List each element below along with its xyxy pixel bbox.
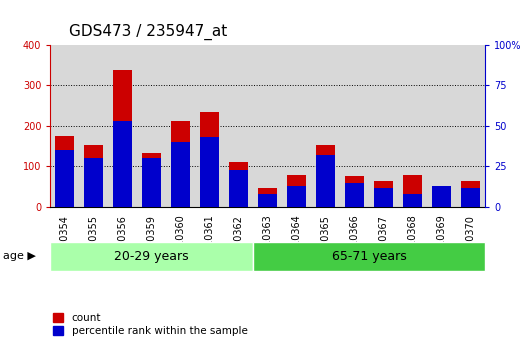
Bar bbox=[316, 155, 335, 207]
Bar bbox=[56, 136, 74, 207]
Bar bbox=[258, 188, 277, 207]
Bar bbox=[345, 176, 364, 207]
Bar bbox=[50, 241, 253, 271]
Bar bbox=[200, 112, 219, 207]
Bar bbox=[84, 145, 103, 207]
Bar bbox=[253, 241, 485, 271]
Bar bbox=[345, 183, 364, 207]
Bar bbox=[229, 162, 248, 207]
Bar bbox=[374, 181, 393, 207]
Bar bbox=[258, 194, 277, 207]
Bar bbox=[200, 137, 219, 207]
Text: age ▶: age ▶ bbox=[3, 251, 36, 261]
Bar bbox=[316, 145, 335, 207]
Text: 65-71 years: 65-71 years bbox=[332, 250, 407, 263]
Bar bbox=[432, 187, 451, 207]
Bar bbox=[143, 153, 161, 207]
Bar bbox=[374, 188, 393, 207]
Text: 20-29 years: 20-29 years bbox=[114, 250, 189, 263]
Bar bbox=[403, 175, 422, 207]
Bar bbox=[229, 170, 248, 207]
Bar bbox=[143, 158, 161, 207]
Bar bbox=[287, 186, 306, 207]
Bar bbox=[84, 158, 103, 207]
Bar bbox=[56, 150, 74, 207]
Legend: count, percentile rank within the sample: count, percentile rank within the sample bbox=[53, 313, 248, 336]
Bar bbox=[113, 70, 132, 207]
Bar bbox=[461, 188, 480, 207]
Bar bbox=[171, 142, 190, 207]
Bar bbox=[461, 181, 480, 207]
Bar bbox=[113, 121, 132, 207]
Text: GDS473 / 235947_at: GDS473 / 235947_at bbox=[69, 24, 227, 40]
Bar bbox=[432, 186, 451, 207]
Bar bbox=[171, 121, 190, 207]
Bar bbox=[287, 175, 306, 207]
Bar bbox=[403, 194, 422, 207]
